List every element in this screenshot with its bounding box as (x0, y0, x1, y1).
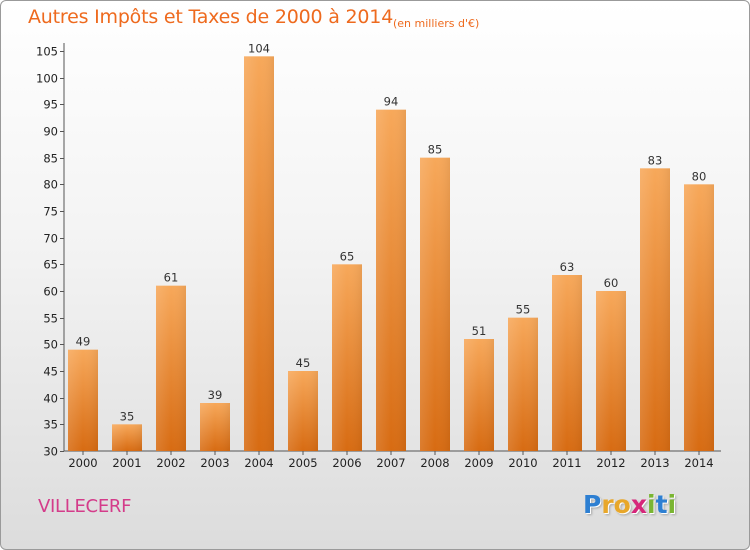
x-tick-label: 2014 (684, 456, 713, 470)
proxiti-logo: Proxiti (583, 490, 676, 519)
bar-shine (200, 403, 230, 451)
bar-shine (288, 371, 318, 451)
y-tick-label: 75 (43, 205, 58, 219)
bar-shine (156, 285, 186, 451)
bar-shine (376, 109, 406, 452)
logo-letter: i (647, 490, 656, 519)
y-tick-label: 40 (43, 392, 58, 406)
data-label: 51 (472, 324, 487, 338)
bar-shine (596, 291, 626, 451)
x-tick-label: 2009 (464, 456, 493, 470)
y-tick-label: 90 (43, 125, 58, 139)
data-label: 35 (120, 409, 135, 423)
y-tick-label: 85 (43, 152, 58, 166)
x-tick-label: 2007 (376, 456, 405, 470)
x-tick-label: 2012 (596, 456, 625, 470)
data-label: 45 (296, 356, 311, 370)
data-label: 55 (516, 303, 531, 317)
x-tick-label: 2000 (68, 456, 97, 470)
bar-shine (244, 56, 274, 451)
bar-shine (508, 317, 538, 451)
chart-subtitle: (en milliers d'€) (393, 17, 480, 30)
y-tick-label: 30 (43, 445, 58, 459)
data-label: 65 (340, 249, 355, 263)
y-tick-label: 100 (36, 72, 58, 86)
bar-shine (332, 264, 362, 451)
logo-letter: i (667, 490, 677, 519)
bar-shine (552, 275, 582, 451)
data-label: 94 (384, 95, 399, 109)
data-label: 63 (560, 260, 575, 274)
x-tick-label: 2003 (200, 456, 229, 470)
y-tick-label: 55 (43, 312, 58, 326)
x-tick-label: 2010 (508, 456, 537, 470)
data-label: 80 (692, 169, 707, 183)
bar-shine (684, 184, 714, 452)
data-labels: 49 35 61 39 104 45 65 94 85 51 55 63 60 83 80 (76, 41, 707, 423)
y-tick-label: 65 (43, 258, 58, 272)
y-tick-label: 50 (43, 338, 58, 352)
data-label: 83 (648, 153, 663, 167)
logo-letter: t (655, 490, 668, 519)
bar-shine (68, 349, 98, 451)
data-label: 60 (604, 276, 619, 290)
x-tick-label: 2013 (640, 456, 669, 470)
bar-shine (464, 339, 494, 451)
y-tick-label: 35 (43, 418, 58, 432)
y-tick-label: 105 (36, 45, 58, 59)
data-label: 39 (208, 388, 223, 402)
bar-shine (420, 157, 450, 451)
x-tick-label: 2002 (156, 456, 185, 470)
y-tick-label: 95 (43, 98, 58, 112)
data-label: 104 (248, 41, 270, 55)
x-tick-label: 2011 (552, 456, 581, 470)
chart-title: Autres Impôts et Taxes de 2000 à 2014 (28, 6, 394, 28)
y-tick-label: 45 (43, 365, 58, 379)
y-tick-label: 70 (43, 232, 58, 246)
y-tick-label: 80 (43, 178, 58, 192)
data-label: 49 (76, 335, 91, 349)
x-tick-label: 2006 (332, 456, 361, 470)
data-label: 61 (164, 271, 179, 285)
logo-letter: o (613, 490, 631, 519)
logo-letter: r (601, 490, 614, 519)
logo-letter: x (630, 490, 647, 519)
x-tick-label: 2004 (244, 456, 273, 470)
logo-letter: P (583, 490, 602, 519)
bar-shine (112, 424, 142, 451)
data-label: 85 (428, 143, 443, 157)
bar-shine (640, 168, 670, 452)
bars (68, 56, 714, 452)
x-tick-label: 2005 (288, 456, 317, 470)
y-tick-label: 60 (43, 285, 58, 299)
x-tick-label: 2008 (420, 456, 449, 470)
x-tick-label: 2001 (112, 456, 141, 470)
commune-name: VILLECERF (38, 496, 132, 517)
